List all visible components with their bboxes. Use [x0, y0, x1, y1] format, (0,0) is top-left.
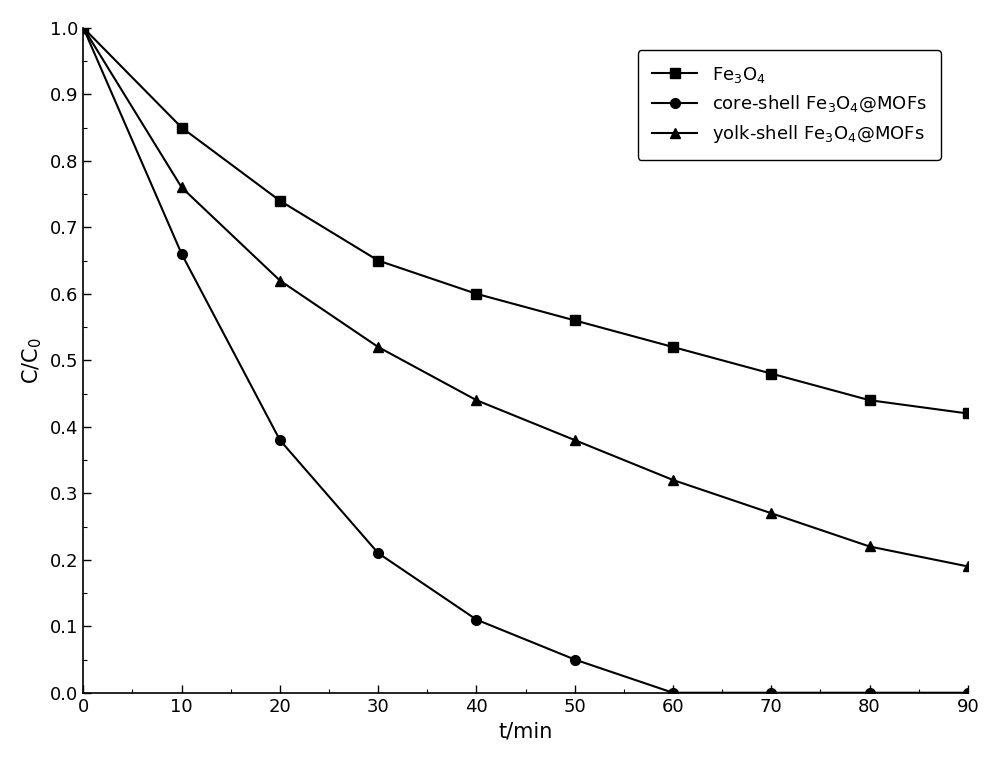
- core-shell Fe$_3$O$_4$@MOFs: [470, 615, 482, 624]
- Fe$_3$O$_4$: [864, 395, 876, 405]
- Fe$_3$O$_4$: [667, 342, 679, 351]
- core-shell Fe$_3$O$_4$@MOFs: [372, 549, 384, 558]
- Fe$_3$O$_4$: [77, 24, 89, 33]
- core-shell Fe$_3$O$_4$@MOFs: [176, 249, 188, 258]
- Fe$_3$O$_4$: [372, 256, 384, 265]
- Legend: Fe$_3$O$_4$, core-shell Fe$_3$O$_4$@MOFs, yolk-shell Fe$_3$O$_4$@MOFs: Fe$_3$O$_4$, core-shell Fe$_3$O$_4$@MOFs…: [638, 50, 941, 159]
- yolk-shell Fe$_3$O$_4$@MOFs: [864, 542, 876, 551]
- yolk-shell Fe$_3$O$_4$@MOFs: [176, 183, 188, 192]
- core-shell Fe$_3$O$_4$@MOFs: [962, 688, 974, 697]
- yolk-shell Fe$_3$O$_4$@MOFs: [569, 436, 581, 445]
- Line: core-shell Fe$_3$O$_4$@MOFs: core-shell Fe$_3$O$_4$@MOFs: [78, 23, 973, 698]
- Line: Fe$_3$O$_4$: Fe$_3$O$_4$: [78, 23, 973, 418]
- X-axis label: t/min: t/min: [498, 721, 553, 741]
- core-shell Fe$_3$O$_4$@MOFs: [77, 24, 89, 33]
- Fe$_3$O$_4$: [274, 196, 286, 205]
- yolk-shell Fe$_3$O$_4$@MOFs: [274, 276, 286, 285]
- core-shell Fe$_3$O$_4$@MOFs: [274, 436, 286, 445]
- yolk-shell Fe$_3$O$_4$@MOFs: [470, 395, 482, 405]
- Line: yolk-shell Fe$_3$O$_4$@MOFs: yolk-shell Fe$_3$O$_4$@MOFs: [78, 23, 973, 572]
- Fe$_3$O$_4$: [569, 315, 581, 325]
- core-shell Fe$_3$O$_4$@MOFs: [667, 688, 679, 697]
- core-shell Fe$_3$O$_4$@MOFs: [864, 688, 876, 697]
- Fe$_3$O$_4$: [962, 409, 974, 418]
- core-shell Fe$_3$O$_4$@MOFs: [765, 688, 777, 697]
- Fe$_3$O$_4$: [470, 290, 482, 299]
- yolk-shell Fe$_3$O$_4$@MOFs: [77, 24, 89, 33]
- Fe$_3$O$_4$: [176, 123, 188, 132]
- yolk-shell Fe$_3$O$_4$@MOFs: [667, 475, 679, 485]
- yolk-shell Fe$_3$O$_4$@MOFs: [962, 562, 974, 571]
- yolk-shell Fe$_3$O$_4$@MOFs: [372, 342, 384, 351]
- yolk-shell Fe$_3$O$_4$@MOFs: [765, 509, 777, 518]
- Y-axis label: C/C$_0$: C/C$_0$: [21, 337, 44, 384]
- Fe$_3$O$_4$: [765, 369, 777, 378]
- core-shell Fe$_3$O$_4$@MOFs: [569, 655, 581, 664]
